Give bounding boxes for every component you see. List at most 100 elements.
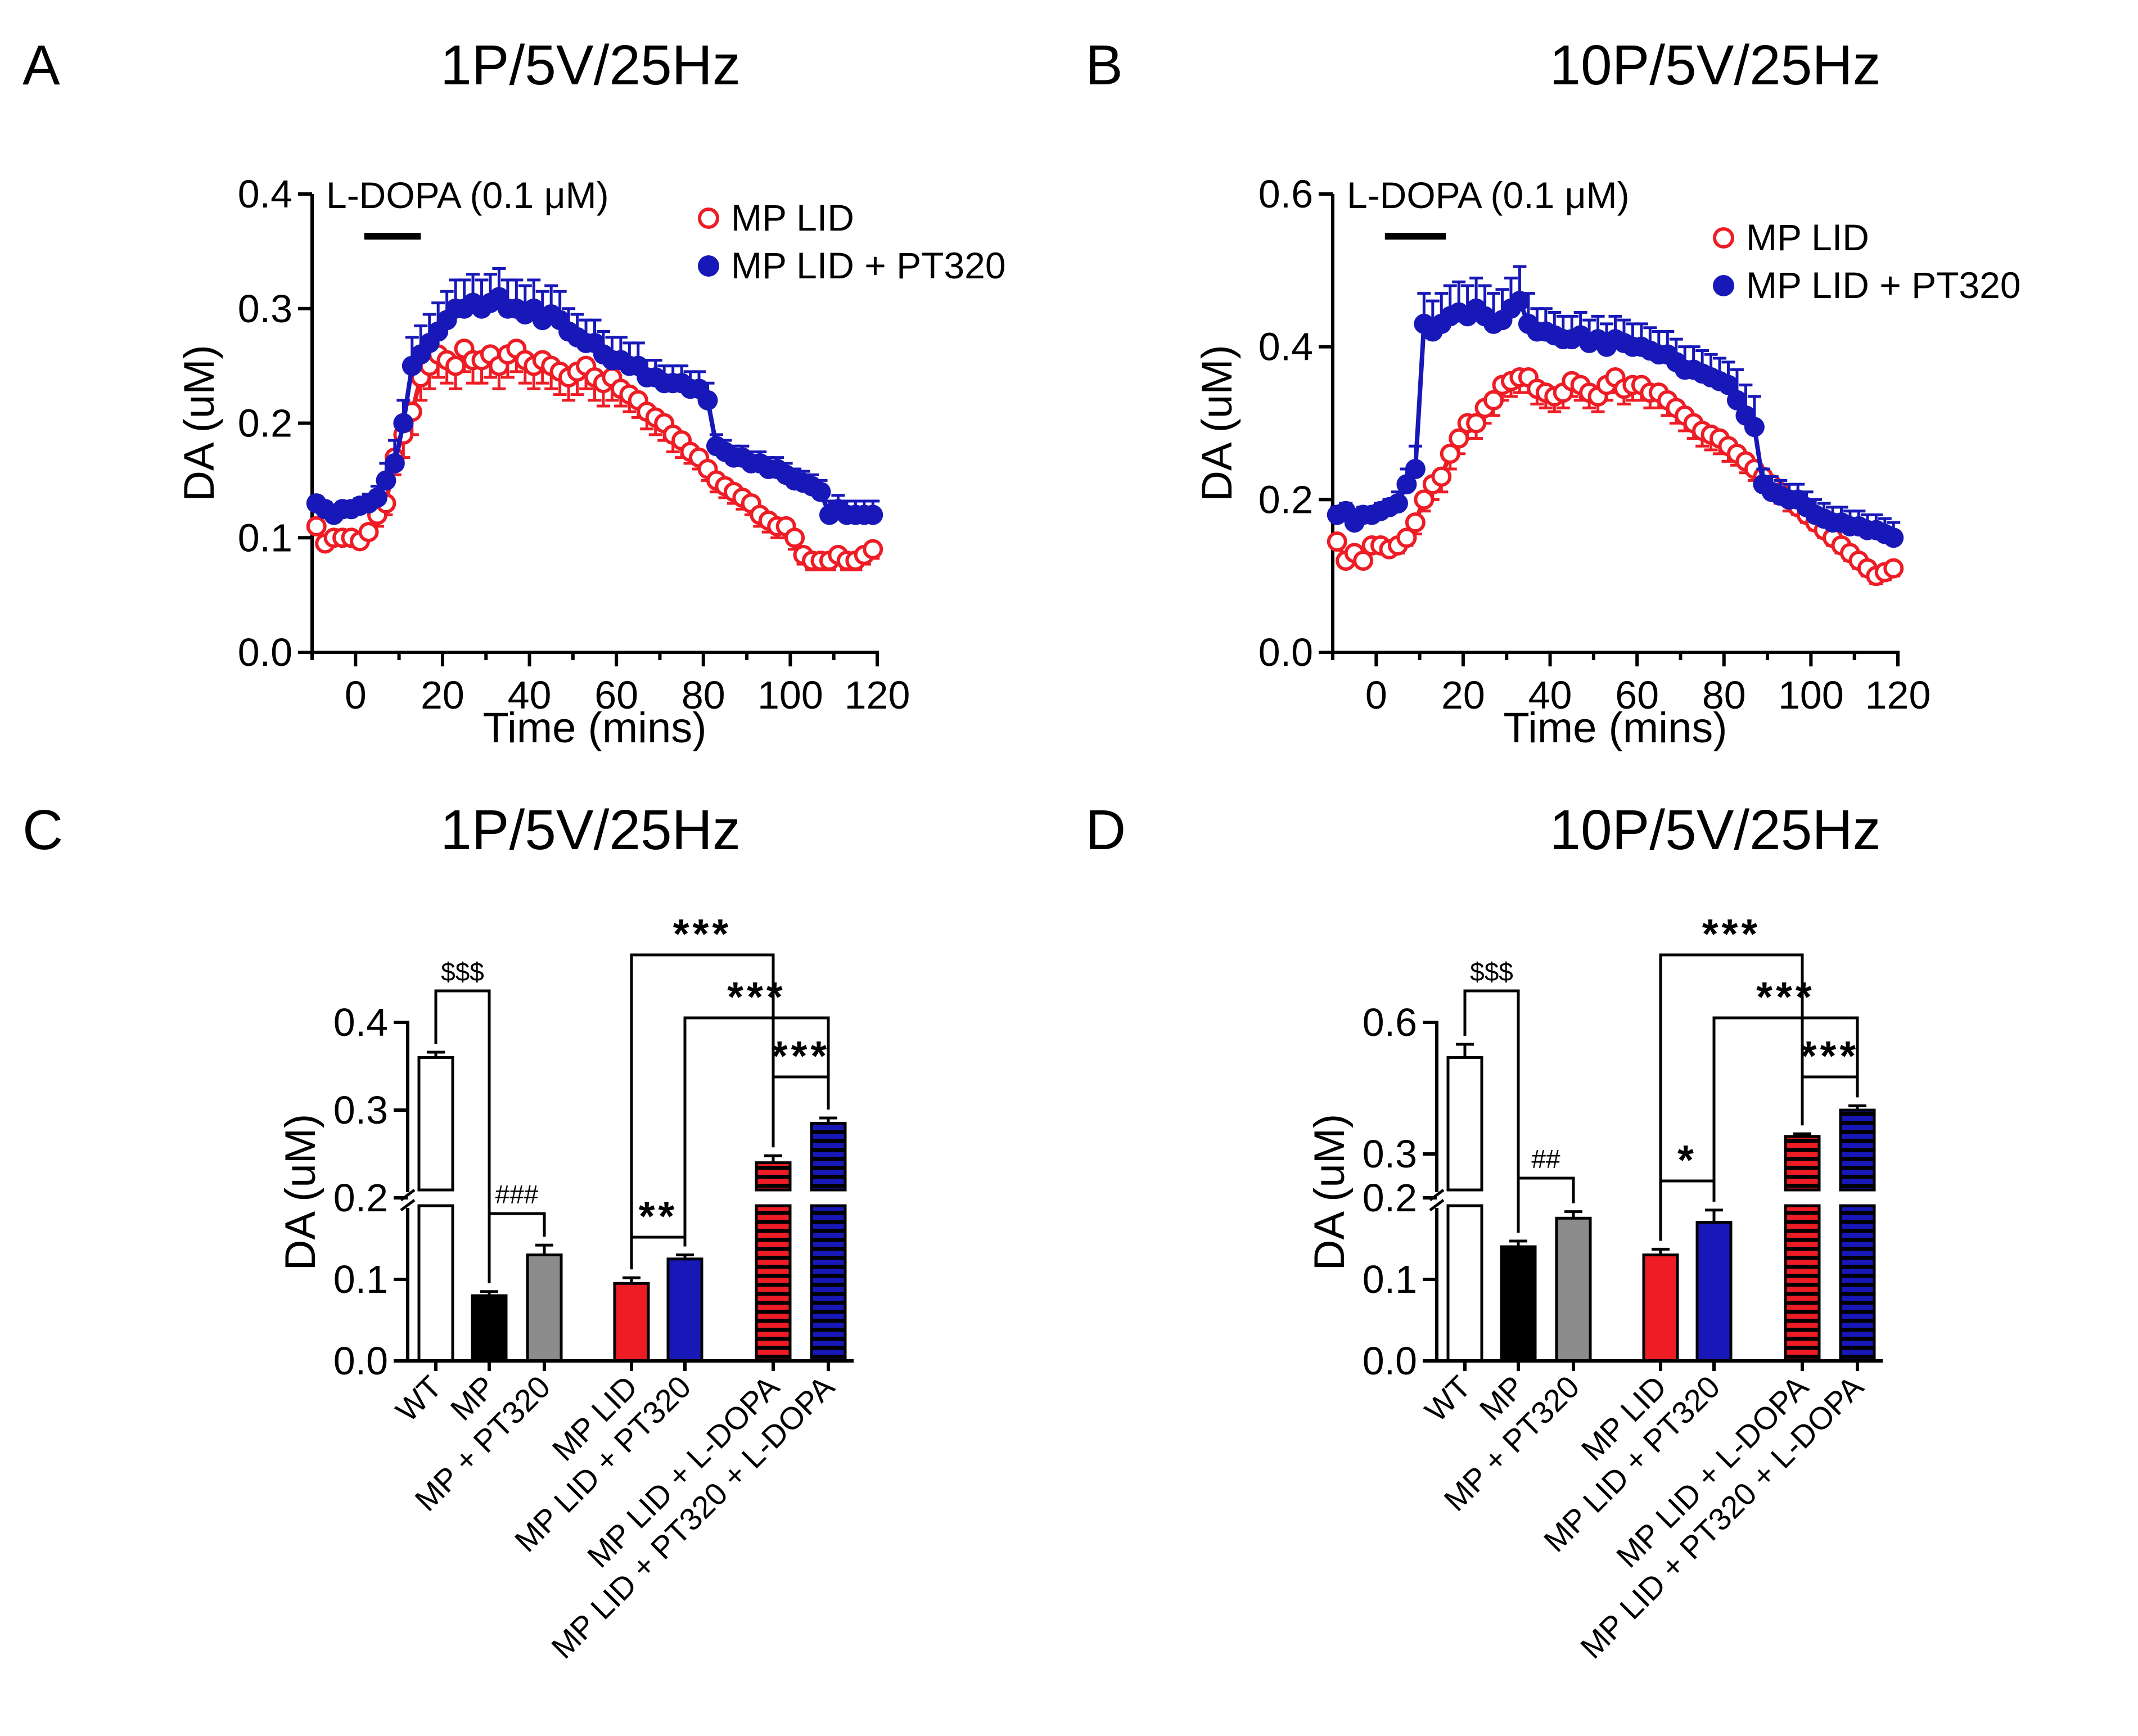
- bracket-line: [1517, 1176, 1575, 1233]
- axis-break-mark: [1429, 1199, 1445, 1211]
- bar: [526, 1253, 563, 1363]
- series-mp-lid: [306, 339, 883, 571]
- bar-lower: [810, 1204, 847, 1363]
- panel-letter-a: A: [22, 34, 60, 97]
- bar-group: [471, 1290, 508, 1363]
- comparison-bracket: ***: [772, 1032, 830, 1148]
- significance-label: ***: [673, 910, 732, 957]
- axis-break-mark: [400, 1199, 416, 1211]
- data-point: [1405, 459, 1426, 479]
- series-mp-lid-pt320: [1327, 265, 1904, 548]
- bar-group: [755, 1154, 792, 1363]
- y-tick-label: 0.3: [238, 287, 292, 331]
- line-chart-b: 0.0 0.2 0.4 0.6 0 20 40 60 80 100 120 Time (mins) DA…: [1193, 172, 2021, 752]
- bar: [666, 1257, 703, 1363]
- data-point: [1509, 291, 1530, 312]
- x-axis-label: Time (mins): [1503, 704, 1727, 752]
- data-point: [1449, 428, 1469, 449]
- bar-lower: [1839, 1204, 1876, 1363]
- significance-label: *: [1677, 1137, 1697, 1183]
- series-mp-lid-pt320: [306, 267, 883, 525]
- category-label: WT: [389, 1369, 448, 1428]
- bar-upper: [810, 1121, 847, 1192]
- bracket-line: [1659, 953, 1804, 1241]
- x-tick-label: 20: [1441, 673, 1485, 717]
- bracket-line: [1801, 1075, 1859, 1126]
- comparison-bracket: ***: [630, 910, 775, 1270]
- y-tick-label: 0.6: [1363, 1000, 1417, 1044]
- x-tick-label: 120: [845, 673, 910, 717]
- legend-marker: [1713, 227, 1734, 249]
- data-point: [358, 522, 379, 543]
- bar: [1695, 1221, 1733, 1363]
- y-tick-label: 0.3: [1363, 1132, 1417, 1176]
- panel-title-b: 10P/5V/25Hz: [1549, 34, 1880, 97]
- x-tick-label: 60: [1615, 673, 1659, 717]
- y-tick-label: 0.0: [1259, 630, 1313, 674]
- legend-label: MP LID: [731, 197, 854, 238]
- data-point: [784, 527, 805, 548]
- y-tick-label: 0.4: [238, 172, 292, 216]
- y-tick-label: 0.2: [1363, 1176, 1417, 1220]
- significance-label: ***: [1801, 1032, 1859, 1079]
- y-tick-label: 0.4: [333, 1000, 388, 1044]
- y-tick-label: 0.0: [238, 630, 292, 674]
- data-point: [1483, 390, 1504, 411]
- bracket-line: [683, 1016, 830, 1247]
- significance-label: ###: [495, 1180, 539, 1209]
- y-tick-label: 0.2: [333, 1176, 388, 1220]
- data-point: [1440, 443, 1460, 464]
- bracket-line: [630, 953, 775, 1270]
- bar-group: [1446, 1043, 1483, 1363]
- significance-label: ##: [1531, 1144, 1560, 1174]
- data-point: [376, 470, 396, 491]
- x-tick-label: 60: [594, 673, 638, 717]
- significance-label: ***: [727, 973, 786, 1020]
- comparison-bracket: ##: [1517, 1144, 1575, 1233]
- bar: [1500, 1245, 1537, 1363]
- data-point: [306, 516, 327, 536]
- y-tick-label: 0.6: [1259, 172, 1313, 216]
- y-tick-label: 0.2: [1259, 477, 1313, 521]
- panel-letter-b: B: [1085, 34, 1123, 97]
- l-dopa-annotation: L-DOPA (0.1 μM): [326, 174, 609, 216]
- significance-label: **: [639, 1193, 678, 1239]
- bar: [471, 1294, 508, 1363]
- data-point: [1414, 489, 1435, 510]
- y-axis-label: DA (uM): [1193, 345, 1241, 502]
- panel-letter-d: D: [1085, 799, 1126, 862]
- x-tick-label: 100: [1778, 673, 1844, 717]
- x-tick-label: 20: [421, 673, 464, 717]
- bar-group: [1555, 1210, 1592, 1363]
- comparison-bracket: ###: [488, 1180, 546, 1283]
- data-point: [1396, 527, 1417, 548]
- l-dopa-annotation: L-DOPA (0.1 μM): [1347, 174, 1630, 216]
- y-axis-label: DA (uM): [1306, 1114, 1354, 1271]
- bracket-line: [772, 1075, 830, 1148]
- bar-group: [1784, 1132, 1821, 1363]
- bar-group: [613, 1276, 650, 1363]
- data-point: [1431, 466, 1452, 487]
- bracket-line: [434, 989, 491, 1283]
- data-point: [393, 413, 414, 434]
- data-point: [1353, 551, 1374, 571]
- legend-marker: [698, 255, 719, 277]
- bar-upper: [1839, 1108, 1876, 1192]
- y-tick-label: 0.0: [1363, 1339, 1417, 1383]
- x-tick-label: 0: [1365, 673, 1387, 717]
- y-tick-label: 0.3: [333, 1088, 388, 1132]
- x-tick-label: 120: [1865, 673, 1931, 717]
- bar-upper: [417, 1056, 454, 1192]
- comparison-bracket: ***: [683, 973, 830, 1247]
- significance-label: $$$: [1470, 957, 1513, 986]
- legend-label: MP LID + PT320: [1746, 264, 2021, 306]
- data-point: [863, 504, 883, 525]
- data-point: [1405, 512, 1426, 533]
- data-point: [1726, 390, 1747, 411]
- y-axis-label: DA (uM): [277, 1114, 324, 1271]
- x-tick-label: 40: [1528, 673, 1572, 717]
- bar-group: [526, 1243, 563, 1363]
- bar-upper: [1446, 1056, 1483, 1192]
